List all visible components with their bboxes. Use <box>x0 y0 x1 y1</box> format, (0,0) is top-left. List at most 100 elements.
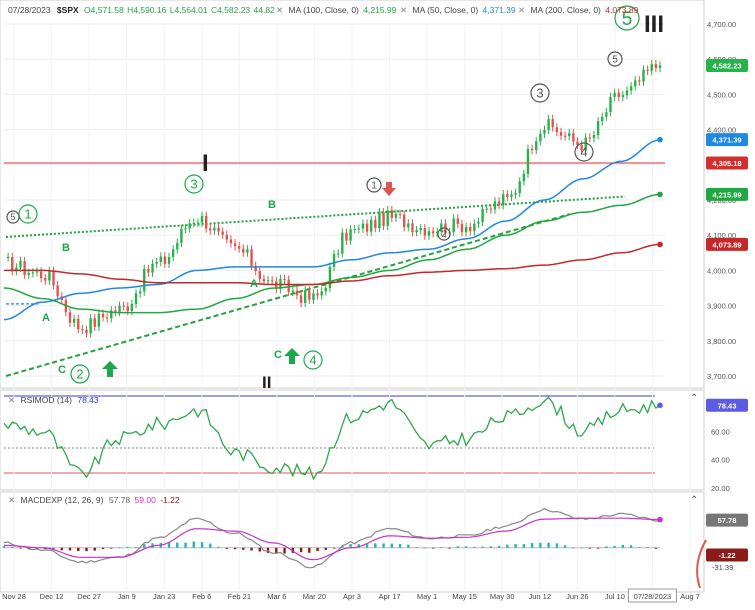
candle-body <box>23 261 26 275</box>
date-tick-label: May 30 <box>490 592 515 601</box>
candle-body <box>312 293 315 300</box>
candle-body <box>394 213 398 218</box>
wave-c1: C <box>58 364 66 376</box>
candle-body <box>551 119 554 128</box>
candle-body <box>316 293 319 296</box>
candle-body <box>613 92 616 97</box>
header-high: H4,590.16 <box>127 5 166 15</box>
svg-text:✕ MA (200, Close, 0): ✕ MA (200, Close, 0) 4,073.89 <box>518 5 639 15</box>
candle-body <box>39 271 43 279</box>
macd-hist-bar <box>258 547 261 552</box>
macd-title: MACDEXP (12, 26, 9) <box>21 495 104 505</box>
macd-hist-bar <box>209 543 212 548</box>
macd-hist-bar <box>365 544 369 548</box>
candle-body <box>621 95 625 98</box>
price-tick-label: 3,900.00 <box>707 302 736 311</box>
ma-endpoint <box>657 136 663 143</box>
wave-5-jul-circle <box>607 51 623 67</box>
candle-body <box>143 268 146 292</box>
wave-5-big: 5 <box>622 9 633 30</box>
candle-body <box>456 218 460 224</box>
macd-hist-bar <box>134 546 138 548</box>
macd-hist-bar <box>572 547 575 549</box>
candle-body <box>580 144 583 151</box>
candle-body <box>77 318 80 330</box>
wave-4: 4 <box>309 353 316 368</box>
candle-body <box>324 287 328 292</box>
rsi-title: RSIMOD (14) <box>21 395 73 405</box>
price-tick-label: 3,800.00 <box>707 337 736 346</box>
wave-3-feb-circle <box>184 174 204 194</box>
macd-hist-bar <box>596 547 600 549</box>
candle-body <box>31 272 35 274</box>
candle-body <box>411 223 414 233</box>
candle-body <box>423 228 427 236</box>
macd-hist-bar <box>473 546 476 548</box>
macd-hist-bar <box>431 547 435 549</box>
macd-chevron-icon[interactable]: ⌃ <box>690 495 698 506</box>
wave-b2: B <box>268 199 276 211</box>
wave-3-jun: 3 <box>536 86 543 101</box>
candle-body <box>192 222 195 224</box>
candle-body <box>93 318 96 327</box>
candle-body <box>19 261 22 268</box>
wave-3-jun-circle <box>530 83 550 103</box>
macd-hist-bar <box>68 547 72 551</box>
ma50-value: 4,371.39 <box>483 5 516 15</box>
macd-hist-bar <box>19 547 22 549</box>
candle-body <box>431 231 435 234</box>
candle-body <box>171 249 175 258</box>
macd-hist-bar <box>415 547 418 548</box>
candle-body <box>464 226 468 233</box>
candle-body <box>242 248 245 253</box>
wave-2-may-circle <box>437 227 451 241</box>
macd-hist-bar <box>60 547 63 551</box>
candle-body <box>382 212 385 226</box>
lower-trendline <box>5 213 571 377</box>
candle-body <box>105 317 109 319</box>
candle-body <box>11 257 14 272</box>
candle-body <box>258 271 261 280</box>
candle-body <box>180 229 183 243</box>
down-arrow-icon <box>382 182 396 196</box>
candle-body <box>427 231 431 236</box>
macd-hist-bar <box>497 545 501 548</box>
candle-body <box>233 243 237 247</box>
macd-hist-bar <box>440 547 443 548</box>
trendlines <box>5 195 626 377</box>
candle-body <box>254 265 257 272</box>
candle-body <box>328 266 332 288</box>
up-arrow-icon <box>102 361 118 377</box>
candle-body <box>200 215 204 223</box>
macd-hist-bar <box>143 544 146 548</box>
candle-body <box>167 257 171 264</box>
candle-body <box>629 86 633 91</box>
ma100-value: 4,215.99 <box>363 5 396 15</box>
candle-body <box>592 134 596 138</box>
price-tick-label: 4,700.00 <box>707 20 736 29</box>
ma100-close-icon: ✕ <box>276 5 283 15</box>
wave-5-start: 5 <box>10 212 15 222</box>
candle-body <box>97 313 101 327</box>
wave-a1: A <box>42 312 50 324</box>
rsi-chevron-icon[interactable]: ⌃ <box>690 393 698 404</box>
candle-body <box>625 90 629 96</box>
macd-hist-bar <box>101 547 105 550</box>
candle-body <box>415 230 418 233</box>
wave-b1: B <box>62 242 70 254</box>
candle-body <box>291 290 295 292</box>
candle-body <box>48 270 51 281</box>
candle-body <box>374 219 377 229</box>
candle-body <box>341 232 344 254</box>
candle-body <box>601 116 604 122</box>
candle-body <box>369 219 373 232</box>
badge-hist: -1.22 <box>718 551 735 560</box>
candle-body <box>539 133 542 142</box>
candle-body <box>489 208 493 210</box>
candle-body <box>650 64 653 71</box>
wave-a2: A <box>250 278 258 290</box>
macd-hist-bar <box>233 547 237 550</box>
macd-hist-bar <box>613 545 616 548</box>
badge-close-box <box>706 58 748 72</box>
